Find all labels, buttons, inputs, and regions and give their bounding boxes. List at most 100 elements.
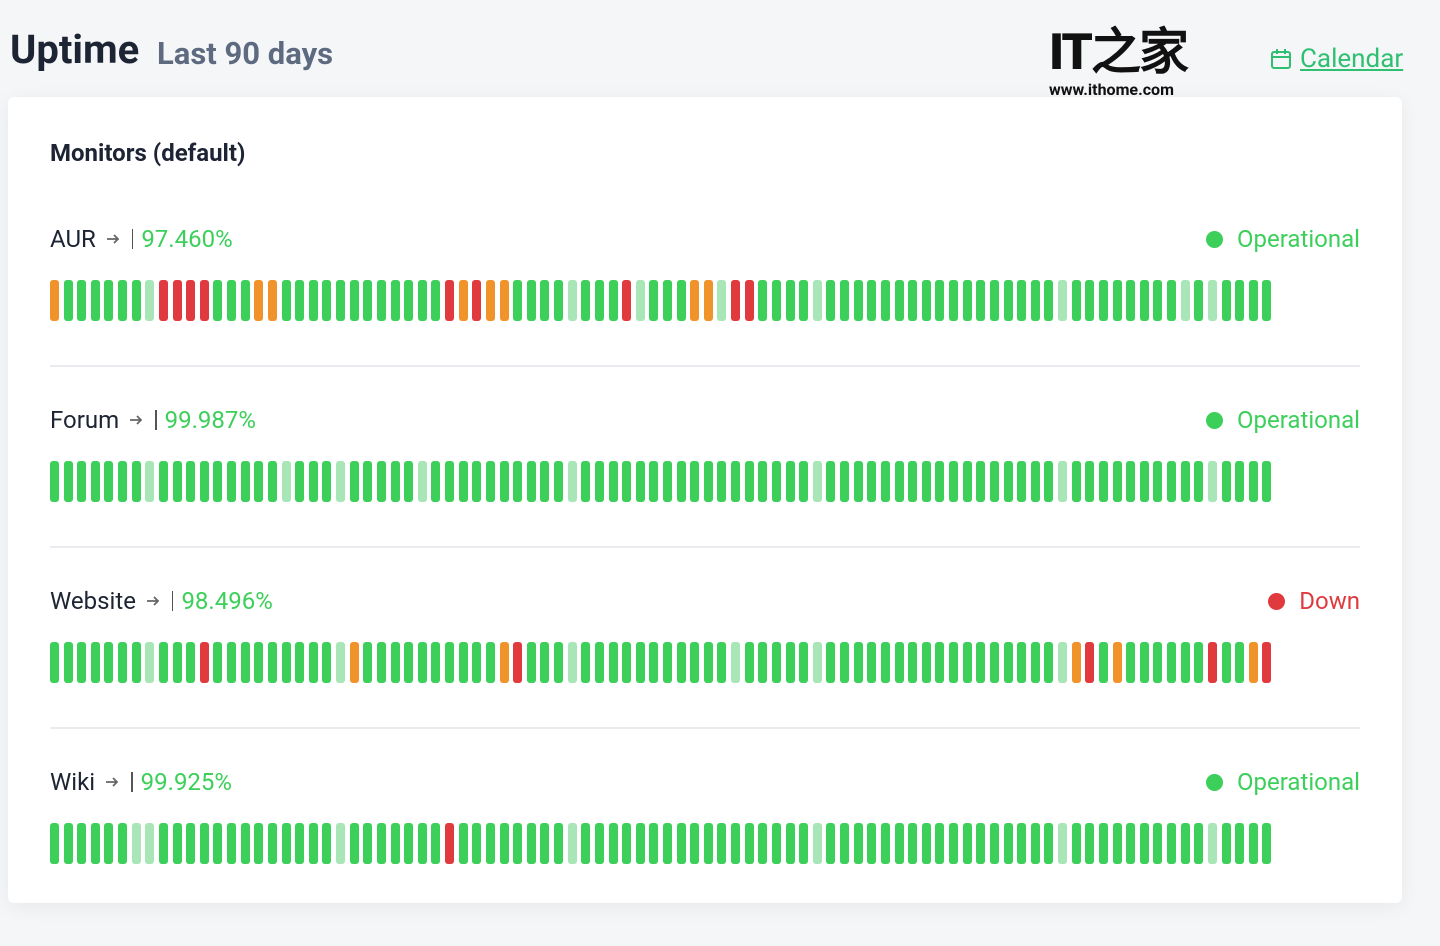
day-bar[interactable]	[908, 823, 918, 864]
day-bar[interactable]	[104, 823, 114, 864]
day-bar[interactable]	[104, 461, 114, 502]
day-bar[interactable]	[227, 642, 237, 683]
day-bar[interactable]	[295, 280, 305, 321]
day-bar[interactable]	[1139, 461, 1149, 502]
day-bar[interactable]	[812, 823, 822, 864]
day-bar[interactable]	[104, 280, 114, 321]
day-bar[interactable]	[581, 642, 591, 683]
day-bar[interactable]	[1003, 642, 1013, 683]
day-bar[interactable]	[1262, 823, 1272, 864]
day-bar[interactable]	[540, 461, 550, 502]
day-bar[interactable]	[635, 823, 645, 864]
day-bar[interactable]	[594, 461, 604, 502]
day-bar[interactable]	[1248, 280, 1258, 321]
day-bar[interactable]	[513, 461, 523, 502]
day-bar[interactable]	[526, 642, 536, 683]
day-bar[interactable]	[812, 642, 822, 683]
day-bar[interactable]	[499, 461, 509, 502]
day-bar[interactable]	[880, 280, 890, 321]
day-bar[interactable]	[1098, 642, 1108, 683]
day-bar[interactable]	[1153, 461, 1163, 502]
day-bar[interactable]	[1262, 280, 1272, 321]
day-bar[interactable]	[145, 280, 155, 321]
day-bar[interactable]	[199, 642, 209, 683]
day-bar[interactable]	[1085, 461, 1095, 502]
day-bar[interactable]	[336, 461, 346, 502]
day-bar[interactable]	[295, 461, 305, 502]
day-bar[interactable]	[404, 642, 414, 683]
day-bar[interactable]	[322, 461, 332, 502]
day-bar[interactable]	[1180, 461, 1190, 502]
day-bar[interactable]	[526, 461, 536, 502]
day-bar[interactable]	[1112, 280, 1122, 321]
day-bar[interactable]	[1262, 461, 1272, 502]
day-bar[interactable]	[1235, 461, 1245, 502]
day-bar[interactable]	[254, 823, 264, 864]
day-bar[interactable]	[540, 280, 550, 321]
day-bar[interactable]	[1194, 823, 1204, 864]
day-bar[interactable]	[349, 280, 359, 321]
day-bar[interactable]	[1221, 280, 1231, 321]
day-bar[interactable]	[118, 280, 128, 321]
day-bar[interactable]	[172, 280, 182, 321]
day-bar[interactable]	[376, 823, 386, 864]
day-bar[interactable]	[77, 823, 87, 864]
day-bar[interactable]	[799, 823, 809, 864]
day-bar[interactable]	[63, 823, 73, 864]
day-bar[interactable]	[1112, 823, 1122, 864]
day-bar[interactable]	[118, 823, 128, 864]
day-bar[interactable]	[608, 823, 618, 864]
day-bar[interactable]	[322, 823, 332, 864]
day-bar[interactable]	[771, 461, 781, 502]
day-bar[interactable]	[499, 280, 509, 321]
day-bar[interactable]	[635, 642, 645, 683]
day-bar[interactable]	[267, 461, 277, 502]
day-bar[interactable]	[1044, 280, 1054, 321]
day-bar[interactable]	[690, 461, 700, 502]
day-bar[interactable]	[663, 461, 672, 502]
day-bar[interactable]	[390, 823, 400, 864]
day-bar[interactable]	[908, 642, 918, 683]
day-bar[interactable]	[935, 642, 945, 683]
day-bar[interactable]	[1139, 823, 1149, 864]
day-bar[interactable]	[1044, 642, 1054, 683]
day-bar[interactable]	[976, 823, 986, 864]
day-bar[interactable]	[894, 461, 904, 502]
day-bar[interactable]	[935, 823, 945, 864]
day-bar[interactable]	[485, 642, 495, 683]
day-bar[interactable]	[254, 461, 264, 502]
day-bar[interactable]	[554, 823, 564, 864]
day-bar[interactable]	[1030, 823, 1040, 864]
day-bar[interactable]	[744, 461, 754, 502]
day-bar[interactable]	[77, 461, 87, 502]
day-bar[interactable]	[1167, 280, 1177, 321]
day-bar[interactable]	[1058, 642, 1068, 683]
day-bar[interactable]	[240, 461, 250, 502]
day-bar[interactable]	[581, 823, 591, 864]
day-bar[interactable]	[404, 461, 414, 502]
day-bar[interactable]	[63, 642, 73, 683]
day-bar[interactable]	[77, 642, 87, 683]
day-bar[interactable]	[554, 461, 564, 502]
day-bar[interactable]	[976, 461, 986, 502]
day-bar[interactable]	[145, 461, 155, 502]
day-bar[interactable]	[949, 642, 959, 683]
day-bar[interactable]	[376, 461, 386, 502]
day-bar[interactable]	[1221, 461, 1231, 502]
day-bar[interactable]	[1030, 642, 1040, 683]
day-bar[interactable]	[1085, 280, 1095, 321]
day-bar[interactable]	[172, 461, 182, 502]
day-bar[interactable]	[240, 823, 250, 864]
day-bar[interactable]	[1248, 823, 1258, 864]
day-bar[interactable]	[240, 280, 250, 321]
day-bar[interactable]	[336, 823, 346, 864]
day-bar[interactable]	[267, 280, 277, 321]
day-bar[interactable]	[867, 642, 877, 683]
day-bar[interactable]	[485, 280, 495, 321]
day-bar[interactable]	[50, 823, 59, 864]
day-bar[interactable]	[499, 642, 509, 683]
day-bar[interactable]	[240, 642, 250, 683]
day-bar[interactable]	[853, 642, 863, 683]
day-bar[interactable]	[581, 461, 591, 502]
day-bar[interactable]	[1058, 280, 1068, 321]
